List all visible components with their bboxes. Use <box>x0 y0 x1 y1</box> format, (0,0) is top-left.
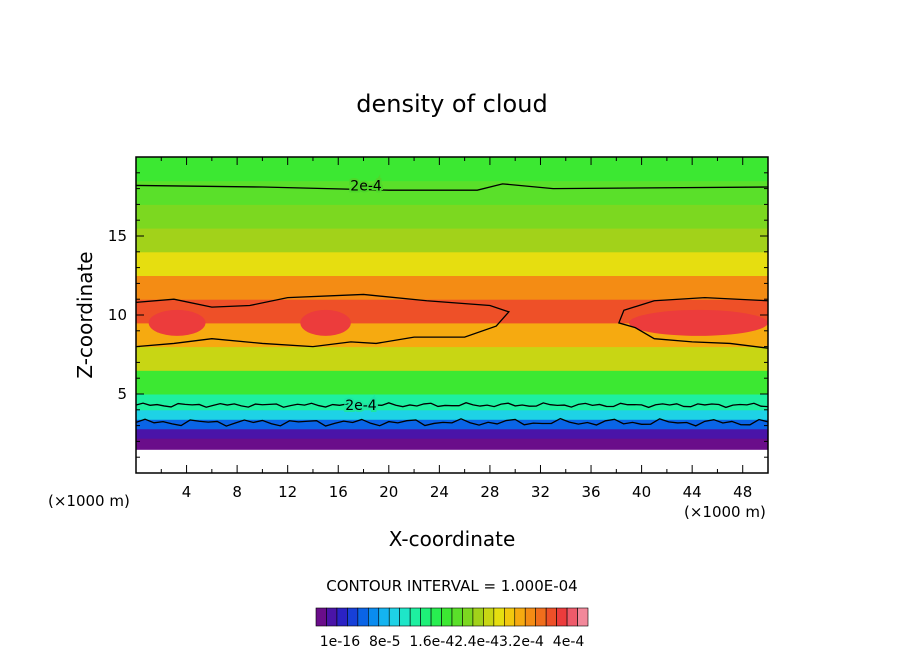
colorbar-swatch <box>535 607 547 627</box>
colorbar-swatch <box>524 607 536 627</box>
density-field <box>136 157 768 473</box>
x-tick-label: 12 <box>278 483 297 501</box>
colorbar-swatch <box>441 607 453 627</box>
contour-line <box>136 402 768 409</box>
colorbar-swatch <box>472 607 484 627</box>
density-band <box>136 157 768 182</box>
colorbar-swatch <box>409 607 421 627</box>
density-band <box>136 438 768 450</box>
contour-label: 2e-4 <box>345 398 377 414</box>
x-tick-label: 44 <box>683 483 702 501</box>
density-band <box>136 428 768 439</box>
colorbar <box>315 607 589 627</box>
density-band <box>136 370 768 395</box>
colorbar-swatch <box>493 607 505 627</box>
density-core <box>300 309 351 336</box>
density-band <box>136 394 768 411</box>
density-band <box>136 228 768 253</box>
colorbar-swatch <box>556 607 568 627</box>
colorbar-swatch <box>430 607 442 627</box>
colorbar-swatch <box>357 607 369 627</box>
colorbar-labels: 1e-16 8e-5 1.6e-42.4e-43.2e-4 4e-4 <box>320 634 585 650</box>
y-tick-label: 10 <box>108 306 127 324</box>
colorbar-swatch <box>504 607 516 627</box>
colorbar-swatch <box>326 607 338 627</box>
x-tick-label: 48 <box>733 483 752 501</box>
x-axis-label: X-coordinate <box>389 527 516 551</box>
x-unit-right: (×1000 m) <box>684 503 766 521</box>
contour-label: 2e-4 <box>350 178 382 194</box>
x-tick-label: 20 <box>379 483 398 501</box>
x-tick-label: 8 <box>232 483 242 501</box>
contour-lines: 2e-4 2e-4 <box>136 176 768 427</box>
colorbar-swatch <box>462 607 474 627</box>
contour-interval: CONTOUR INTERVAL = 1.000E-04 <box>326 577 577 595</box>
chart-title: density of cloud <box>356 90 547 118</box>
density-core <box>148 309 206 336</box>
x-unit-left: (×1000 m) <box>48 492 130 510</box>
x-tick-label: 4 <box>182 483 192 501</box>
contour-line <box>136 293 511 348</box>
x-tick-label: 16 <box>329 483 348 501</box>
colorbar-swatch <box>336 607 348 627</box>
colorbar-swatch <box>315 607 327 627</box>
contour-line <box>136 417 768 427</box>
colorbar-swatch <box>545 607 557 627</box>
colorbar-swatch <box>388 607 400 627</box>
x-tick-label: 24 <box>430 483 449 501</box>
density-band <box>136 409 768 420</box>
colorbar-swatch <box>347 607 359 627</box>
y-axis-label: Z-coordinate <box>73 251 97 378</box>
density-band <box>136 346 768 371</box>
colorbar-swatch <box>514 607 526 627</box>
x-tick-label: 40 <box>632 483 651 501</box>
contour-line <box>136 183 768 191</box>
density-band <box>136 204 768 229</box>
contour-line <box>617 296 768 349</box>
colorbar-swatch <box>566 607 578 627</box>
colorbar-swatch <box>378 607 390 627</box>
y-axis-ticks: 5 10 15 <box>108 172 768 458</box>
colorbar-swatch <box>368 607 380 627</box>
x-axis-ticks: 4 8 12 16 20 24 28 32 36 40 44 48 <box>160 157 752 501</box>
colorbar-swatch <box>420 607 432 627</box>
density-band <box>136 180 768 205</box>
density-core <box>628 309 768 336</box>
density-band <box>136 419 768 430</box>
density-band <box>136 251 768 276</box>
colorbar-swatch <box>451 607 463 627</box>
x-tick-label: 32 <box>531 483 550 501</box>
colorbar-swatch <box>577 607 589 627</box>
x-tick-label: 28 <box>480 483 499 501</box>
x-tick-label: 36 <box>581 483 600 501</box>
colorbar-swatch <box>483 607 495 627</box>
density-band <box>136 275 768 300</box>
colorbar-swatch <box>399 607 411 627</box>
y-tick-label: 15 <box>108 227 127 245</box>
y-tick-label: 5 <box>117 385 127 403</box>
